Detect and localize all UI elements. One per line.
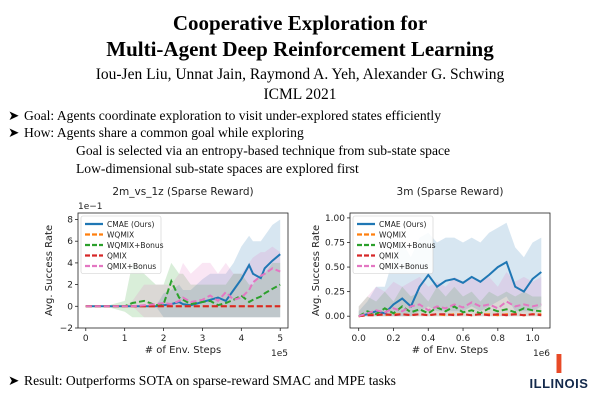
- chart1-legend-label-wqmix-bonus: WQMIX+Bonus: [107, 241, 164, 250]
- chart2-legend-label-wqmix: WQMIX: [379, 231, 406, 240]
- chart2-title: 3m (Sparse Reward): [397, 186, 504, 198]
- chart2-x-tick-label: 0.8: [491, 334, 506, 344]
- chart1-x-tick-label: 3: [200, 334, 206, 344]
- chart2-frame: [349, 212, 551, 329]
- chart-2m-vs-1z: 2m_vs_1z (Sparse Reward) 1e−1 1e5 0 1 2 3 4 5 −2 0…: [44, 186, 289, 359]
- chart1-y-tick-label: 2: [67, 281, 73, 291]
- chart1-y-tick-label: 4: [67, 259, 73, 269]
- chart1-title: 2m_vs_1z (Sparse Reward): [112, 186, 253, 198]
- chart1-legend-label-qmix-bonus: QMIX+Bonus: [107, 262, 156, 271]
- chart2-x-tick-label: 0.2: [386, 334, 400, 344]
- chart2-legend-label-qmix: QMIX: [379, 252, 399, 261]
- chart2-x-tick-label: 0.6: [456, 334, 471, 344]
- how-sub-2: Low-dimensional sub-state spaces are exp…: [76, 161, 359, 176]
- poster-title-line2: Multi-Agent Deep Reinforcement Learning: [106, 37, 494, 61]
- how-sub-1: Goal is selected via an entropy-based te…: [76, 143, 451, 158]
- chart2-x-tick-label: 1.0: [525, 334, 540, 344]
- chart1-y-tick-label: −2: [60, 324, 73, 334]
- chart1-legend-label-cmae-ours: CMAE (Ours): [107, 220, 155, 229]
- chart1-legend-label-wqmix: WQMIX: [107, 231, 134, 240]
- chart2-y-axis-label: Avg. Success Rate: [311, 225, 322, 316]
- chart1-x-tick-label: 0: [83, 334, 89, 344]
- chart2-x-multiplier: 1e6: [533, 349, 550, 359]
- chart1-x-tick-label: 5: [277, 334, 283, 344]
- chart2-y-tick-label: 1.00: [325, 214, 345, 224]
- chart2-band-qmix-bonus: [358, 272, 542, 317]
- chart2-legend-label-wqmix-bonus: WQMIX+Bonus: [379, 241, 436, 250]
- chart1-frame: [77, 212, 289, 329]
- authors: Iou-Jen Liu, Unnat Jain, Raymond A. Yeh,…: [95, 66, 505, 83]
- poster-title-line1: Cooperative Exploration for: [172, 11, 428, 35]
- chart2-x-tick-label: 0.0: [352, 334, 367, 344]
- chart1-legend-box: [80, 215, 162, 274]
- result-bullet: ➤ Result: Outperforms SOTA on sparse-rewa…: [8, 372, 396, 389]
- arrow-icon: ➤: [8, 108, 20, 123]
- chart2-x-axis-label: # of Env. Steps: [412, 345, 489, 356]
- venue: ICML 2021: [263, 86, 337, 103]
- chart2-legend-label-qmix-bonus: QMIX+Bonus: [379, 262, 428, 271]
- result-text: Result: Outperforms SOTA on sparse-rewar…: [24, 373, 396, 388]
- chart2-y-tick-label: 0.00: [325, 312, 345, 322]
- chart1-line-wqmix-bonus: [85, 278, 281, 308]
- chart2-band-wqmix-bonus: [358, 286, 542, 317]
- arrow-icon: ➤: [8, 125, 20, 140]
- chart2-legend-box: [352, 215, 434, 274]
- chart2-y-tick-label: 0.50: [325, 263, 345, 273]
- goal-bullet: ➤ Goal: Agents coordinate exploration to …: [8, 107, 441, 124]
- svg-text:I: I: [554, 350, 564, 377]
- chart1-y-multiplier: 1e−1: [78, 202, 103, 212]
- chart1-x-tick-label: 1: [122, 334, 128, 344]
- chart1-y-tick-label: 8: [67, 216, 73, 226]
- chart2-line-qmix-bonus: [358, 300, 542, 318]
- goal-text: Goal: Agents coordinate exploration to v…: [24, 108, 441, 123]
- chart1-line-qmix-bonus: [85, 267, 281, 308]
- chart2-legend-label-cmae-ours: CMAE (Ours): [379, 220, 427, 229]
- illinois-block-i-icon: I: [554, 350, 564, 380]
- chart1-x-tick-label: 4: [238, 334, 244, 344]
- how-text: How: Agents share a common goal while ex…: [24, 125, 304, 140]
- chart1-x-axis-label: # of Env. Steps: [145, 345, 222, 356]
- chart1-x-tick-label: 2: [161, 334, 167, 344]
- logo-text: ILLINOIS: [529, 376, 589, 391]
- chart1-y-tick-label: 6: [67, 237, 73, 247]
- chart2-line-cmae-ours: [358, 260, 542, 318]
- illinois-logo: I ILLINOIS: [520, 349, 598, 399]
- chart1-y-axis-label: Avg. Success Rate: [44, 225, 55, 316]
- chart1-x-multiplier: 1e5: [271, 349, 288, 359]
- arrow-icon: ➤: [8, 373, 20, 388]
- chart2-y-tick-label: 0.25: [325, 288, 345, 298]
- how-bullet: ➤ How: Agents share a common goal while e…: [8, 124, 304, 141]
- chart1-y-tick-label: 0: [67, 302, 73, 312]
- chart1-legend-label-qmix: QMIX: [107, 252, 127, 261]
- chart2-y-tick-label: 0.75: [325, 238, 345, 248]
- chart2-line-qmix: [358, 313, 542, 318]
- chart1-band-qmix-bonus: [85, 246, 281, 318]
- chart2-x-tick-label: 0.4: [421, 334, 436, 344]
- chart2-line-wqmix-bonus: [358, 305, 542, 318]
